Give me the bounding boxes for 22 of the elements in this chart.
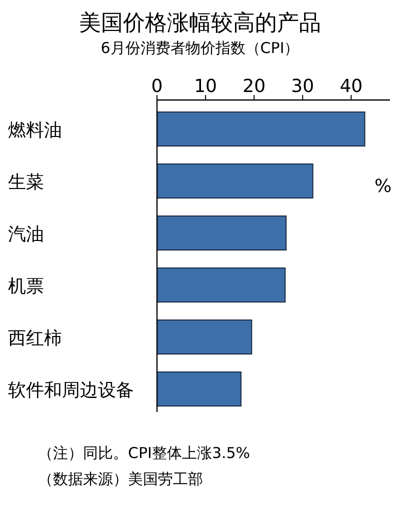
text: （数据来源）美国劳工部 — [38, 470, 203, 488]
bar — [156, 320, 252, 354]
x-tick-label: 40 — [340, 76, 363, 97]
text: （注）同比。CPI整体上涨3.5% — [38, 444, 250, 462]
y-tick-label: 机票 — [8, 276, 44, 297]
chart-title: 美国价格涨幅较高的产品 — [79, 11, 321, 36]
chart-subtitle: 6月份消费者物价指数（CPI） — [100, 39, 300, 57]
y-tick-label: 软件和周边设备 — [8, 380, 134, 401]
x-tick-label: 30 — [291, 76, 314, 97]
y-tick-label: 生菜 — [8, 172, 44, 193]
bar — [156, 372, 242, 406]
y-tick-label: 燃料油 — [8, 120, 62, 141]
bar — [156, 164, 314, 198]
x-tick-label: 20 — [242, 76, 266, 97]
bar — [156, 268, 286, 302]
x-axis-title: % — [374, 176, 392, 197]
x-tick-label: 0 — [151, 76, 163, 97]
y-tick-label: 汽油 — [8, 224, 44, 245]
bar — [156, 112, 366, 146]
y-tick-label: 西红柿 — [8, 328, 62, 349]
x-tick-label: 10 — [194, 76, 217, 97]
bar — [156, 216, 287, 250]
